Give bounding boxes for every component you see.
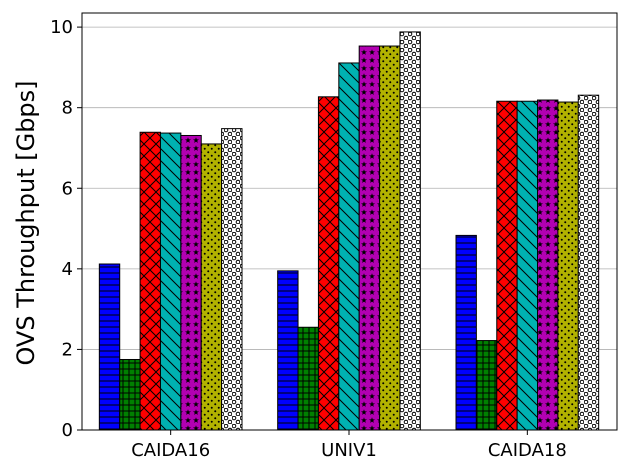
bar-hatch xyxy=(455,234,477,431)
bar-hatch xyxy=(317,96,340,431)
bar-hatch xyxy=(180,134,202,431)
y-tick-label: 10 xyxy=(50,17,73,38)
bar-hatch xyxy=(358,45,381,431)
bar-hatch xyxy=(139,131,161,431)
x-tick-label: UNIV1 xyxy=(321,440,377,461)
bar-hatch xyxy=(399,31,421,431)
bar-hatch xyxy=(98,263,121,431)
bar-hatch xyxy=(577,94,600,431)
y-tick-label: 6 xyxy=(62,178,73,199)
bar-hatch xyxy=(475,340,498,431)
y-tick-label: 8 xyxy=(62,98,73,119)
bar-hatch xyxy=(119,358,141,431)
y-tick-label: 4 xyxy=(62,259,73,280)
bar-hatch xyxy=(338,62,360,431)
y-axis-title: OVS Throughput [Gbps] xyxy=(12,80,40,365)
bar-hatch xyxy=(221,128,243,431)
bar-hatch xyxy=(277,270,299,431)
x-tick-label: CAIDA18 xyxy=(488,440,567,461)
bar-hatch xyxy=(537,99,559,431)
bars xyxy=(98,31,600,431)
y-tick-label: 0 xyxy=(62,420,73,441)
bar-hatch xyxy=(496,100,518,431)
bar-hatch xyxy=(516,100,539,431)
bar-hatch xyxy=(379,45,401,431)
x-tick-label: CAIDA16 xyxy=(131,440,210,461)
bar-hatch xyxy=(159,132,182,431)
axis-ticks: 0 2 4 6 8 10 CAIDA16 UNIV1 CAIDA18 xyxy=(50,17,567,461)
y-tick-label: 2 xyxy=(62,339,73,360)
bar-hatch xyxy=(297,326,319,431)
bar-hatch xyxy=(557,101,579,431)
bar-hatch xyxy=(200,143,223,431)
